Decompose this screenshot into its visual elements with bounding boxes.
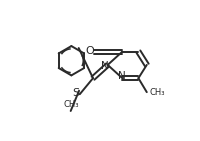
Text: O: O (85, 46, 94, 56)
Text: N: N (118, 71, 126, 81)
Text: S: S (73, 88, 80, 98)
Text: N: N (101, 61, 108, 71)
Text: CH₃: CH₃ (149, 88, 165, 97)
Text: CH₃: CH₃ (64, 100, 79, 109)
